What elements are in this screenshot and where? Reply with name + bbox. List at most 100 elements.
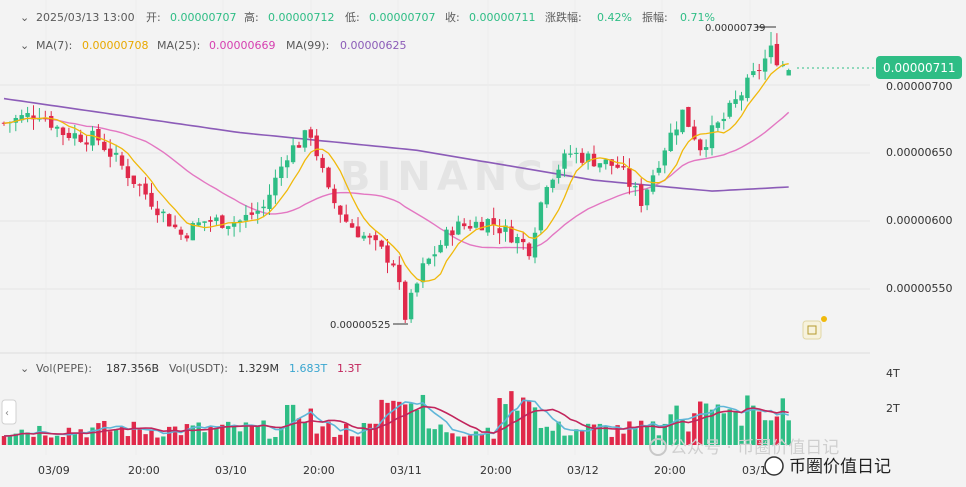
volume-bar xyxy=(597,423,603,445)
candle-body xyxy=(285,160,290,168)
candle-body xyxy=(680,109,685,133)
close-value: 0.00000711 xyxy=(469,11,535,24)
volume-bar xyxy=(96,423,101,445)
scroll-left-handle[interactable] xyxy=(1,399,17,425)
ma-legend: ⌄ MA(7): 0.00000708 MA(25): 0.00000669 M… xyxy=(20,39,406,52)
volume-bar xyxy=(751,405,756,445)
candles xyxy=(1,31,791,323)
candle-body xyxy=(762,58,768,72)
ohlc-header: ⌄ 2025/03/13 13:00 开: 0.00000707 高: 0.00… xyxy=(20,10,715,24)
volume-bar xyxy=(355,436,361,445)
candle-body xyxy=(137,184,142,186)
amplitude-label: 振幅: xyxy=(642,10,668,24)
candle-body xyxy=(585,153,591,162)
volume-bar xyxy=(485,427,490,445)
time-tick: 20:00 xyxy=(654,464,686,477)
candle-body xyxy=(721,118,726,122)
volume-bar xyxy=(78,429,83,445)
volume-bar xyxy=(786,420,791,445)
binance-watermark: BINANCE xyxy=(340,154,582,200)
candle-body xyxy=(167,214,172,227)
candle-body xyxy=(686,106,691,127)
volume-bar xyxy=(202,432,207,445)
time-tick: 20:00 xyxy=(128,464,160,477)
volume-bar xyxy=(332,436,337,445)
candle-body xyxy=(78,134,83,142)
candle-body xyxy=(639,184,644,206)
candle-body xyxy=(202,221,207,223)
collapse-ma-icon[interactable]: ⌄ xyxy=(20,39,29,52)
grid xyxy=(0,84,870,290)
volume-bar xyxy=(1,436,7,445)
candle-body xyxy=(261,206,266,209)
volume-bar xyxy=(757,411,762,445)
candle-body xyxy=(13,117,18,123)
candle-body xyxy=(408,292,414,320)
candle-body xyxy=(190,223,195,241)
candle-body xyxy=(692,126,697,140)
candle-body xyxy=(1,122,7,124)
notes-icon[interactable] xyxy=(802,320,822,340)
candle-body xyxy=(580,152,585,163)
volume-bar xyxy=(367,423,372,445)
candle-body xyxy=(90,130,95,146)
volume-bar xyxy=(668,414,673,445)
volume-bar xyxy=(491,438,496,445)
volume-bar xyxy=(190,425,195,445)
volume-bar xyxy=(609,436,614,445)
candle-body xyxy=(627,168,632,187)
volume-bar xyxy=(143,434,148,445)
collapse-vol-icon[interactable]: ⌄ xyxy=(20,362,29,375)
candle-body xyxy=(279,166,284,179)
candle-body xyxy=(72,133,77,139)
volume-bar xyxy=(220,424,225,445)
candle-body xyxy=(172,224,178,228)
candle-body xyxy=(60,127,66,136)
collapse-icon[interactable]: ⌄ xyxy=(20,11,29,24)
vol-ma2-value: 1.3T xyxy=(337,362,361,375)
volume-bar xyxy=(774,416,780,445)
candle-datetime: 2025/03/13 13:00 xyxy=(36,11,135,24)
volume-bar xyxy=(196,422,201,445)
ma7-path xyxy=(3,63,789,283)
volume-bar xyxy=(178,435,184,445)
volume-bar xyxy=(768,420,774,445)
volume-bar xyxy=(249,425,254,445)
candle-body xyxy=(739,95,744,101)
volume-bar xyxy=(7,435,13,445)
volume-bar xyxy=(108,431,113,445)
volume-ma-path xyxy=(3,405,789,437)
volume-bar xyxy=(408,403,414,445)
volume-bar xyxy=(574,429,579,445)
candle-body xyxy=(355,226,361,238)
candle-body xyxy=(556,169,561,178)
candle-body xyxy=(709,125,715,149)
volume-bar xyxy=(456,436,461,445)
volume-bar xyxy=(450,433,455,445)
volume-bar xyxy=(615,425,620,445)
candle-body xyxy=(102,141,107,151)
candle-body xyxy=(338,205,343,215)
candle-body xyxy=(491,218,496,226)
volume-bar xyxy=(674,405,679,445)
candle-body xyxy=(562,153,567,169)
volume-bar xyxy=(66,427,72,445)
candle-body xyxy=(473,221,479,228)
open-label: 开: xyxy=(146,11,161,24)
volume-bar xyxy=(656,435,662,445)
candle-body xyxy=(373,235,378,241)
candle-body xyxy=(19,115,24,121)
time-axis: 03/09 20:00 03/10 20:00 03/11 20:00 03/1… xyxy=(38,464,774,477)
volume-bar xyxy=(745,395,750,445)
volume-bar xyxy=(621,433,626,445)
candle-body xyxy=(503,225,508,232)
volume-bar xyxy=(639,420,644,445)
volume-bar xyxy=(184,424,190,445)
volume-bar xyxy=(231,425,237,445)
low-annotation-text: 0.00000525 xyxy=(330,320,390,331)
change-label: 涨跌幅: xyxy=(545,10,582,24)
candle-body xyxy=(385,245,390,263)
volume-bar xyxy=(290,404,296,445)
wechat-icon xyxy=(649,438,667,456)
